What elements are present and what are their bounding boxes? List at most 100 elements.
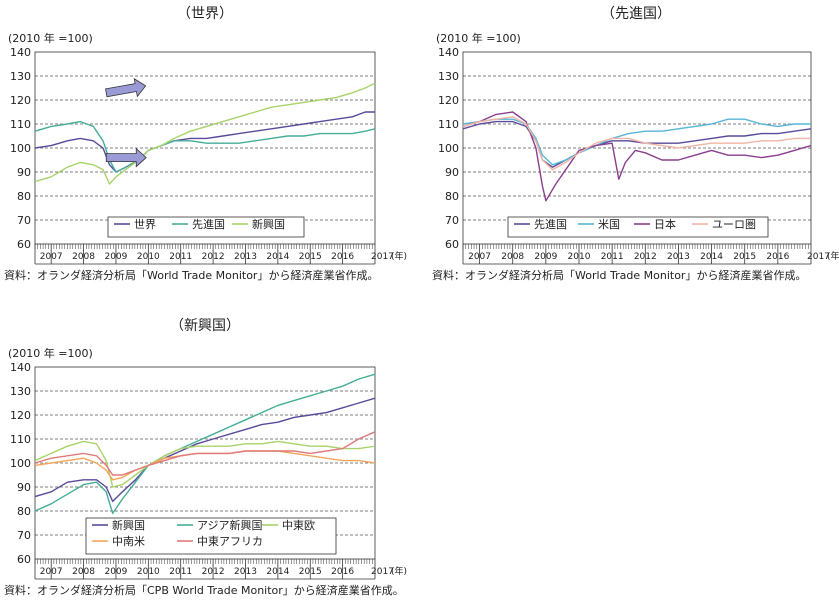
up-arrow-icon (105, 77, 147, 98)
y-axis-label: (2010 年 =100) (436, 31, 521, 45)
y-tick-label: 90 (445, 166, 459, 179)
y-tick-label: 120 (438, 94, 459, 107)
x-tick-label: 2009 (104, 567, 127, 577)
y-tick-label: 80 (17, 190, 31, 203)
y-tick-label: 90 (17, 481, 31, 494)
y-tick-label: 140 (10, 46, 31, 59)
source-note: 資料：オランダ経済分析局「World Trade Monitor」から経済産業省… (432, 268, 806, 282)
x-tick-label: 2014 (266, 252, 289, 262)
legend-label: 中東アフリカ (197, 535, 263, 548)
x-axis-unit: (年) (391, 250, 407, 262)
series-line-0 (34, 111, 375, 173)
x-axis-unit: (年) (827, 250, 839, 262)
x-tick-label: 2015 (299, 567, 322, 577)
series-line-4 (34, 431, 376, 476)
x-tick-label: 2008 (72, 252, 95, 262)
chart-panel-advanced: （先進国） (2010 年 =100) 60 70 80 90 100 110 120 130 14… (428, 0, 839, 305)
x-tick-label: 2007 (40, 252, 63, 262)
y-tick-label: 130 (10, 385, 31, 398)
x-tick-label: 2007 (40, 567, 63, 577)
legend-box (107, 216, 305, 238)
x-tick-label: 2011 (601, 252, 624, 262)
y-tick-label: 80 (17, 505, 31, 518)
chart-advanced-svg: （先進国） (2010 年 =100) 60 70 80 90 100 110 120 130 14… (432, 6, 839, 282)
legend-label: 米国 (598, 218, 620, 231)
y-axis-label: (2010 年 =100) (8, 346, 93, 360)
y-tick-label: 70 (17, 529, 31, 542)
series-line-3 (462, 116, 811, 171)
x-tick-label: 2013 (234, 252, 257, 262)
y-tick-label: 110 (10, 118, 31, 131)
y-tick-label: 60 (17, 553, 31, 566)
x-tick-label: 2013 (234, 567, 257, 577)
x-tick-label: 2016 (331, 252, 354, 262)
x-tick-label: 2015 (299, 252, 322, 262)
source-note: 資料：オランダ経済分析局「CPB World Trade Monitor」から経… (4, 583, 404, 597)
series-line-2 (34, 82, 376, 185)
legend-label: ユーロ圏 (712, 218, 756, 231)
legend-label: アジア新興国 (197, 518, 263, 532)
x-tick-label: 2011 (169, 252, 192, 262)
y-tick-label: 80 (445, 190, 459, 203)
chart-title: （新興国） (170, 318, 240, 334)
source-note: 資料：オランダ経済分析局「World Trade Monitor」から経済産業省… (4, 268, 378, 282)
y-tick-label: 60 (445, 238, 459, 251)
series-line-0 (462, 120, 812, 168)
legend-label: 新興国 (112, 518, 145, 532)
x-tick-label: 2013 (667, 252, 690, 262)
x-tick-label: 2012 (202, 567, 225, 577)
x-tick-label: 2014 (700, 252, 723, 262)
series-line-1 (34, 120, 376, 173)
y-tick-label: 100 (10, 142, 31, 155)
x-tick-label: 2012 (202, 252, 225, 262)
legend-label: 中東欧 (282, 519, 315, 532)
x-tick-label: 2010 (137, 567, 160, 577)
series-line-3 (34, 450, 376, 481)
legend-box (85, 517, 337, 555)
x-tick-label-end: 2017 (807, 252, 830, 262)
x-tick-label: 2009 (104, 252, 127, 262)
chart-panel-world: （世界） (2010 年 =100) 60 70 80 90 100 110 120 130 140… (0, 0, 420, 305)
x-tick-label: 2016 (766, 252, 789, 262)
x-tick-label: 2016 (331, 567, 354, 577)
x-tick-label: 2014 (266, 567, 289, 577)
y-tick-label: 90 (17, 166, 31, 179)
y-tick-label: 100 (438, 142, 459, 155)
y-tick-label: 140 (438, 46, 459, 59)
y-tick-label: 130 (438, 70, 459, 83)
y-tick-label: 100 (10, 457, 31, 470)
y-tick-label: 130 (10, 70, 31, 83)
x-tick-label: 2008 (501, 252, 524, 262)
series-line-2 (462, 111, 812, 202)
y-tick-label: 140 (10, 361, 31, 374)
y-tick-label: 70 (17, 214, 31, 227)
legend-box (507, 216, 769, 238)
x-axis-unit: (年) (391, 565, 407, 577)
x-tick-label: 2007 (468, 252, 491, 262)
x-tick-label: 2012 (634, 252, 657, 262)
legend-label: 先進国 (534, 218, 567, 231)
y-tick-label: 60 (17, 238, 31, 251)
x-tick-label: 2008 (72, 567, 95, 577)
y-tick-label: 120 (10, 94, 31, 107)
series-line-0 (34, 397, 376, 503)
series-line-1 (34, 373, 376, 515)
x-tick-label: 2011 (169, 567, 192, 577)
legend-label: 世界 (134, 218, 156, 231)
chart-title: （世界） (177, 6, 233, 22)
y-tick-label: 110 (10, 433, 31, 446)
legend-label: 新興国 (252, 217, 285, 231)
chart-panel-emerging: （新興国） (2010 年 =100) 60 70 80 90 100 110 120 130 14… (0, 310, 420, 612)
chart-title: （先進国） (601, 6, 671, 22)
legend-label: 日本 (654, 217, 676, 231)
x-tick-label-end: 2017 (371, 567, 394, 577)
y-tick-label: 70 (445, 214, 459, 227)
x-tick-label-end: 2017 (371, 252, 394, 262)
x-tick-label: 2010 (568, 252, 591, 262)
legend-label: 中南米 (112, 535, 145, 548)
x-tick-label: 2009 (534, 252, 557, 262)
y-tick-label: 120 (10, 409, 31, 422)
x-tick-label: 2010 (137, 252, 160, 262)
y-tick-label: 110 (438, 118, 459, 131)
legend-label: 先進国 (192, 218, 225, 231)
